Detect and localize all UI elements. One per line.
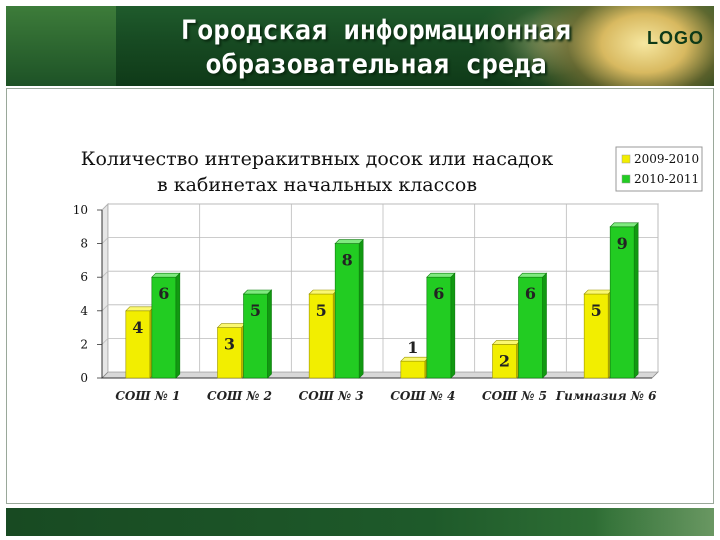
bar-5-0-top [583,289,613,295]
legend-swatch-2010-2011 [621,174,631,184]
bar-2-1 [334,243,360,379]
bar-5-1 [609,226,635,379]
x-tick-label-4: СОШ № 5 [482,389,547,403]
bar-2-1-top [334,239,364,244]
slide-header: Городская информационная образовательная… [6,6,714,86]
bar-0-1 [151,276,177,379]
legend-label-2010-2011: 2010-2011 [634,172,699,186]
chart-bars [125,222,639,379]
chart-title-line1: Количество интеракитвных досок или насад… [81,148,554,170]
x-tick-label-5: Гимназия № 6 [555,389,657,403]
data-label-5-1: 9 [617,234,628,253]
gridline-h-side-2 [101,304,109,312]
bar-3-0-top [400,356,430,362]
bar-3-1-side [450,272,456,379]
gridline-h-side-3 [101,270,109,278]
bar-4-0-top [491,340,522,345]
legend-swatch-2009-2010 [621,154,631,164]
x-tick-label-3: СОШ № 4 [390,389,455,403]
bar-1-1 [243,293,268,379]
bar-2-0 [308,293,334,379]
bar-4-1-side [542,272,547,379]
x-tick-label-2: СОШ № 3 [299,389,364,403]
bar-1-0-top [216,323,247,328]
slide-footer [6,508,714,536]
content-frame: Количество интеракитвных досок или насад… [6,88,714,504]
data-label-3-1: 6 [433,284,444,303]
data-label-4-1: 6 [525,284,536,303]
bar-5-1-side [633,222,639,379]
logo: LOGO [647,28,704,48]
plot-floor [101,371,659,379]
bar-1-1-top [242,289,273,295]
data-label-4-0: 2 [499,351,510,370]
bar-0-1-top [151,272,181,278]
bar-4-0 [492,344,517,379]
data-label-0-1: 6 [158,284,169,303]
data-label-3-0: 1 [407,338,418,357]
bar-chart: Количество интеракитвных досок или насад… [73,146,703,403]
chart-title-line2: в кабинетах начальных классов [157,174,477,196]
bar-3-1 [426,276,452,379]
bar-5-1-top [609,222,639,228]
header-swirl-decoration [524,6,714,86]
data-label-5-0: 5 [591,301,602,320]
footer-highlight [594,508,714,536]
header-left-band [6,6,116,86]
bar-0-0-top [125,306,155,312]
bar-1-0 [217,327,242,379]
y-tick-label-4: 8 [80,237,88,251]
data-label-0-0: 4 [132,318,143,337]
legend-label-2009-2010: 2009-2010 [634,152,699,166]
bar-2-0-top [308,289,338,295]
bar-2-1-side [358,238,364,379]
slide-title: Городская информационная образовательная… [116,14,636,82]
plot-left-wall [101,203,109,379]
slide-title-line1: Городская информационная [180,15,572,46]
y-tick-label-5: 10 [73,203,88,217]
y-tick-label-1: 2 [80,337,88,351]
data-label-1-0: 3 [224,335,235,354]
chart-legend: 2009-2010 2010-2011 [615,146,703,192]
y-tick-label-3: 6 [80,270,88,284]
chart-axes [97,203,659,379]
slide-title-line2: образовательная среда [205,49,547,80]
gridline-h-side-4 [101,237,109,244]
data-label-2-0: 5 [316,301,327,320]
y-tick-label-0: 0 [80,371,88,385]
bar-0-1-side [175,272,181,379]
x-tick-label-1: СОШ № 2 [207,389,272,403]
y-tick-label-2: 4 [80,304,88,318]
gridline-h-side-1 [101,338,109,345]
x-tick-label-0: СОШ № 1 [115,389,180,403]
bar-1-1-side [267,289,272,379]
data-label-1-1: 5 [250,301,261,320]
data-label-2-1: 8 [342,251,353,270]
bar-3-0 [400,360,426,379]
bar-4-1-top [517,272,548,278]
gridline-h-side-5 [101,203,109,211]
bar-3-1-top [426,272,456,278]
